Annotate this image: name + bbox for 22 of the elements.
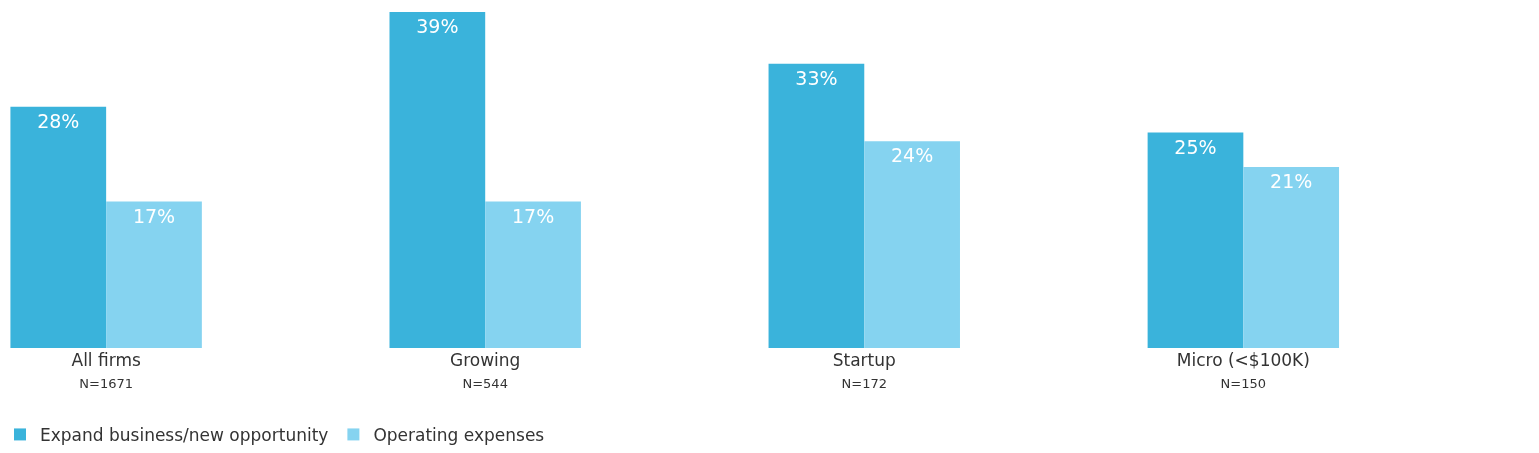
legend-label: Operating expenses (373, 425, 545, 446)
bar (485, 201, 581, 348)
bar (106, 201, 202, 348)
x-tick-label: Micro (<$100K) N=150 (1176, 350, 1310, 392)
data-label: 21% (1270, 170, 1313, 193)
x-tick-label: Growing N=544 (450, 350, 521, 392)
bar (1243, 167, 1340, 348)
x-tick-label: Startup N=172 (832, 350, 896, 392)
x-tick-label: All firms N=1671 (71, 350, 141, 392)
data-label: 28% (37, 109, 80, 132)
legend-label: Expand business/new opportunity (40, 425, 329, 446)
bar (10, 106, 107, 348)
data-label: 25% (1174, 135, 1217, 158)
data-label: 17% (132, 204, 176, 227)
bar (389, 12, 486, 348)
bar (768, 63, 865, 348)
bar (864, 141, 960, 348)
data-label: 39% (416, 15, 459, 37)
data-label: 17% (511, 204, 555, 227)
data-label: 24% (891, 144, 934, 167)
bar (1147, 132, 1244, 348)
data-label: 33% (795, 66, 838, 89)
